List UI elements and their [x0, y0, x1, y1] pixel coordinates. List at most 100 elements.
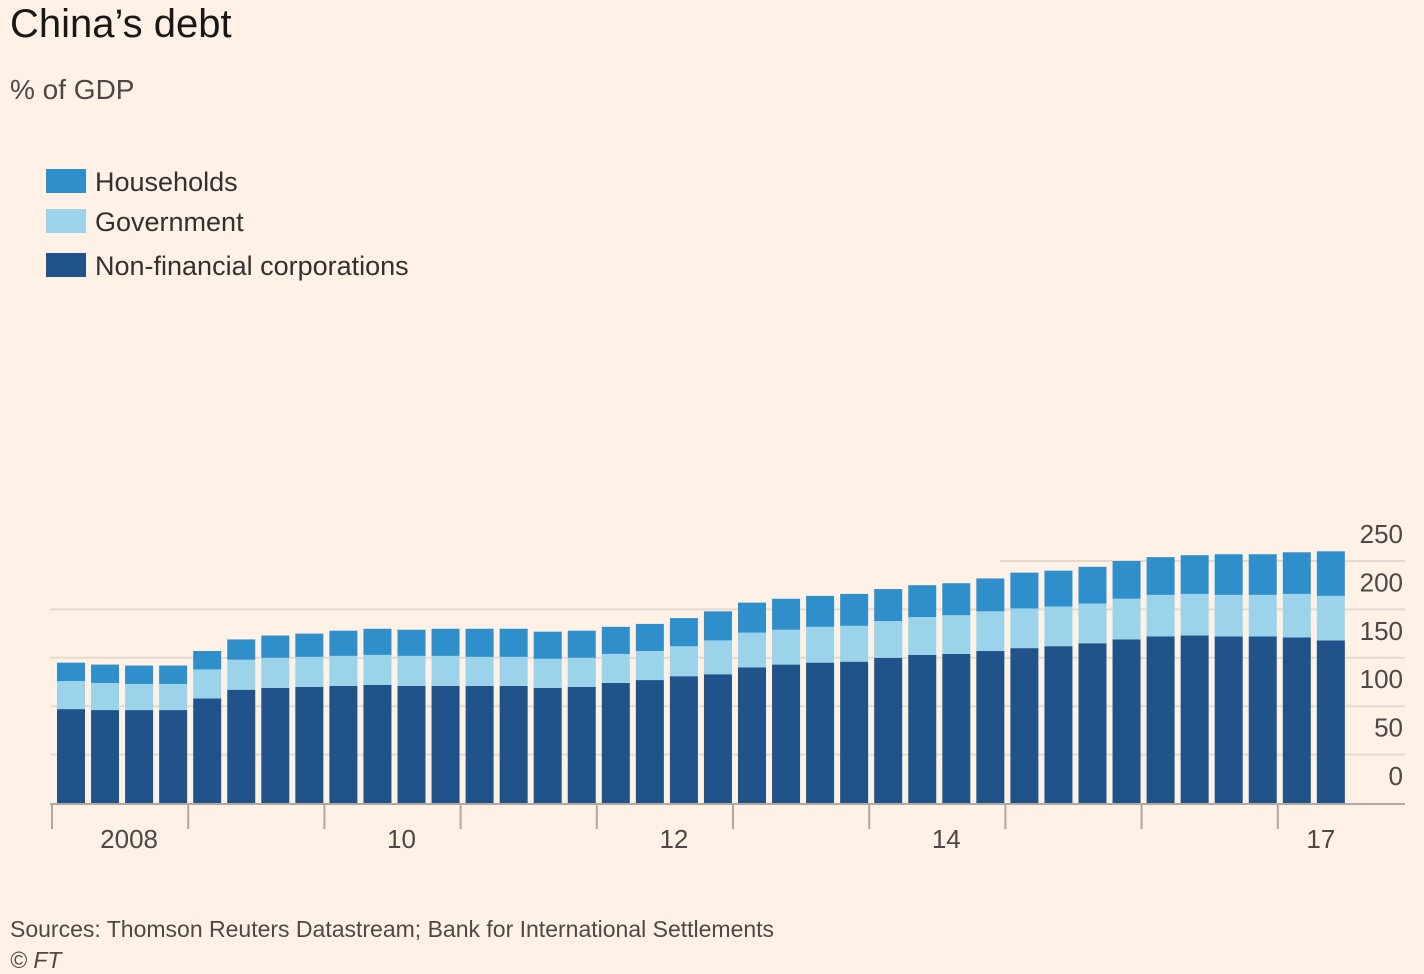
bar-segment: [567, 657, 596, 687]
bar-segment: [57, 662, 85, 682]
x-tick-label: 17: [1306, 824, 1335, 854]
chart-title: China’s debt: [10, 2, 232, 46]
bar-segment: [465, 628, 494, 657]
bar-segment: [363, 654, 392, 685]
bar-segment: [840, 625, 869, 662]
bar-segment: [669, 646, 698, 677]
bar-segment: [908, 617, 937, 655]
bar-segment: [533, 631, 562, 659]
bar-segment: [57, 709, 85, 803]
bar-segment: [1146, 594, 1175, 637]
bar-segment: [1044, 606, 1073, 647]
bar-segment: [397, 629, 426, 656]
bar-segment: [533, 658, 562, 688]
bar-segment: [91, 682, 120, 711]
bar-segment: [703, 611, 732, 641]
bar-segment: [942, 615, 971, 654]
bars-group: [57, 551, 1345, 803]
bar-segment: [772, 598, 801, 630]
bar-segment: [159, 710, 188, 803]
bar-segment: [1214, 554, 1243, 595]
bar-segment: [1282, 637, 1311, 803]
bar-segment: [295, 633, 324, 657]
bar-segment: [125, 683, 154, 711]
y-tick-label: 250: [1360, 519, 1403, 549]
bar-segment: [1010, 648, 1039, 803]
x-tick-label: 12: [659, 824, 688, 854]
bar-segment: [295, 686, 324, 803]
bar-segment: [635, 623, 664, 652]
bar-segment: [1248, 554, 1277, 595]
bar-segment: [261, 687, 290, 803]
bar-segment: [363, 684, 392, 803]
bar-segment: [874, 621, 903, 658]
bar-segment: [635, 680, 664, 803]
y-tick-label: 0: [1389, 761, 1403, 791]
bar-segment: [329, 630, 358, 656]
bar-segment: [908, 654, 937, 803]
bar-segment: [874, 589, 903, 622]
bar-segment: [1180, 635, 1209, 803]
bar-segment: [1316, 595, 1345, 641]
bar-segment: [397, 685, 426, 803]
bar-segment: [227, 689, 256, 803]
bar-segment: [193, 651, 222, 670]
bar-segment: [397, 655, 426, 686]
bar-segment: [193, 698, 222, 803]
bar-segment: [806, 662, 835, 803]
bar-segment: [942, 583, 971, 616]
bar-segment: [465, 685, 494, 803]
bar-segment: [499, 656, 528, 686]
y-tick-label: 50: [1374, 713, 1403, 743]
bar-segment: [806, 626, 835, 663]
bar-segment: [1180, 555, 1209, 594]
bar-segment: [159, 665, 188, 684]
bar-segment: [840, 593, 869, 626]
bar-segment: [1078, 566, 1107, 604]
bar-segment: [1078, 603, 1107, 644]
bar-segment: [1112, 639, 1141, 803]
bar-segment: [125, 710, 154, 803]
chart-subtitle: % of GDP: [10, 74, 135, 105]
bar-segment: [1316, 640, 1345, 803]
bar-segment: [635, 651, 664, 681]
bar-segment: [1010, 572, 1039, 609]
y-tick-label: 150: [1360, 616, 1403, 646]
bar-segment: [533, 687, 562, 803]
bar-segment: [772, 629, 801, 665]
bar-segment: [976, 611, 1005, 652]
bar-segment: [431, 685, 460, 803]
bar-segment: [703, 674, 732, 803]
bar-segment: [1316, 551, 1345, 596]
bar-segment: [738, 667, 766, 803]
bar-segment: [840, 661, 869, 803]
bar-segment: [329, 685, 358, 803]
bar-segment: [1214, 594, 1243, 637]
bar-segment: [1146, 636, 1175, 803]
bar-segment: [908, 585, 937, 618]
bar-segment: [91, 710, 120, 803]
bar-segment: [1248, 594, 1277, 637]
bar-segment: [295, 656, 324, 687]
bar-segment: [874, 657, 903, 803]
bar-segment: [329, 655, 358, 686]
bar-segment: [1282, 552, 1311, 594]
bar-segment: [1180, 593, 1209, 636]
bar-segment: [227, 659, 256, 690]
y-tick-label: 200: [1360, 567, 1403, 597]
bar-segment: [431, 628, 460, 656]
bar-segment: [738, 632, 766, 668]
bar-segment: [601, 626, 630, 654]
bar-segment: [261, 657, 290, 688]
x-tick-label: 14: [932, 824, 961, 854]
bar-segment: [363, 628, 392, 655]
bar-segment: [601, 653, 630, 683]
bar-segment: [1044, 570, 1073, 607]
bar-segment: [669, 676, 698, 803]
bar-segment: [227, 639, 256, 660]
legend-label: Non-financial corporations: [95, 251, 409, 281]
x-tick-label: 2008: [100, 824, 158, 854]
bar-segment: [1112, 598, 1141, 640]
axes-group: 0 50 100 150 200 250 2008 10 12 14 17: [50, 519, 1405, 854]
